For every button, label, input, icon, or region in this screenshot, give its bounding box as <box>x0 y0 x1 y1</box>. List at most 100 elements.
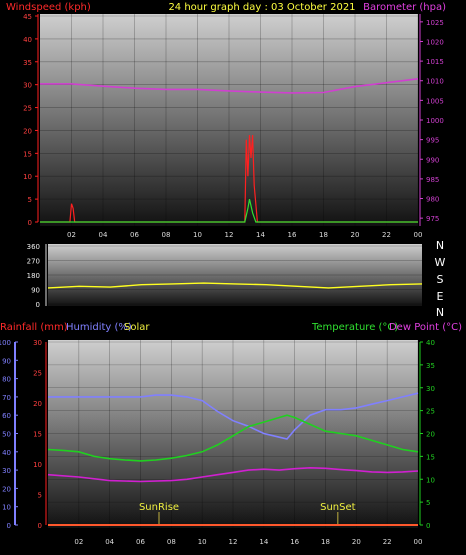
humidity-tick-label: 70 <box>2 394 11 402</box>
humidity-axis: 0 10 20 30 40 50 60 70 80 90 100 <box>0 339 18 530</box>
x-tick-label: 14 <box>256 231 265 239</box>
x-tick-label: 04 <box>105 538 114 546</box>
bottom-series <box>47 392 419 526</box>
humidity-tick-label: 0 <box>7 522 11 530</box>
x-tick-label: 12 <box>225 231 234 239</box>
x-tick-label: 08 <box>162 231 171 239</box>
top-right-axis: 975 980 985 990 995 1000 1005 1010 1015 1020 1025 <box>419 14 444 226</box>
temperature-tick-label: 40 <box>426 339 435 347</box>
humidity-tick-label: 30 <box>2 467 11 475</box>
barometer-tick-label: 990 <box>426 156 439 164</box>
humidity-tick-label: 10 <box>2 504 11 512</box>
top-panel <box>40 14 418 226</box>
x-tick-label: 00 <box>414 231 423 239</box>
barometer-line <box>40 78 419 94</box>
x-tick-label: 08 <box>167 538 176 546</box>
rainfall-tick-label: 10 <box>33 461 42 469</box>
humidity-axis-title: Humidity (%) <box>66 322 132 333</box>
humidity-tick-label: 90 <box>2 357 11 365</box>
top-x-axis: 02 04 06 08 10 12 14 16 18 20 22 00 <box>67 231 422 239</box>
humidity-tick-label: 50 <box>2 431 11 439</box>
x-tick-label: 10 <box>193 231 202 239</box>
rainfall-tick-label: 30 <box>33 339 42 347</box>
humidity-line <box>48 392 419 440</box>
rainfall-tick-label: 15 <box>33 431 42 439</box>
x-tick-label: 18 <box>319 231 328 239</box>
windspeed-tick-label: 35 <box>23 59 32 67</box>
temperature-tick-label: 30 <box>426 385 435 393</box>
direction-tick-label: 0 <box>36 301 40 309</box>
x-tick-label: 00 <box>414 538 423 546</box>
direction-grid <box>48 245 422 305</box>
x-tick-label: 02 <box>67 231 76 239</box>
dewpoint-line <box>47 466 419 483</box>
windspeed-tick-label: 5 <box>28 196 32 204</box>
temperature-tick-label: 20 <box>426 431 435 439</box>
direction-tick-label: 90 <box>31 287 40 295</box>
sunset-label: SunSet <box>320 502 356 513</box>
top-left-axis: 0 5 10 15 20 25 30 35 40 45 <box>23 13 39 227</box>
humidity-tick-label: 20 <box>2 485 11 493</box>
x-tick-label: 12 <box>229 538 238 546</box>
x-tick-label: 14 <box>259 538 268 546</box>
direction-series <box>47 282 423 289</box>
windspeed-tick-label: 30 <box>23 82 32 90</box>
humidity-tick-label: 80 <box>2 376 11 384</box>
direction-tick-label: 180 <box>27 272 40 280</box>
humidity-tick-label: 40 <box>2 449 11 457</box>
x-tick-label: 16 <box>288 231 297 239</box>
x-tick-label: 10 <box>198 538 207 546</box>
windspeed-tick-label: 25 <box>23 105 32 113</box>
direction-axis: 0 90 180 270 360 <box>27 243 47 309</box>
windspeed-tick-label: 15 <box>23 150 32 158</box>
barometer-tick-label: 1015 <box>426 58 444 66</box>
temperature-axis: 0 5 10 15 20 25 30 35 40 <box>419 339 435 530</box>
temperature-tick-label: 15 <box>426 453 435 461</box>
chart-title: 24 hour graph day : 03 October 2021 <box>168 2 355 13</box>
x-tick-label: 22 <box>382 231 391 239</box>
compass-w: W <box>435 256 446 269</box>
x-tick-label: 06 <box>130 231 139 239</box>
wind-direction-line <box>47 282 423 289</box>
solar-axis-title: Solar <box>124 322 150 333</box>
temperature-tick-label: 5 <box>426 499 430 507</box>
windspeed-axis-title: Windspeed (kph) <box>6 2 91 13</box>
bottom-panel <box>48 340 418 528</box>
rainfall-axis-title: Rainfall (mm) <box>0 322 68 333</box>
temperature-line <box>47 414 419 462</box>
rainfall-tick-label: 0 <box>38 522 42 530</box>
rainfall-tick-label: 25 <box>33 370 42 378</box>
top-grid <box>40 14 419 226</box>
barometer-tick-label: 980 <box>426 196 439 204</box>
windspeed-tick-label: 20 <box>23 127 32 135</box>
barometer-tick-label: 975 <box>426 215 439 223</box>
compass-n-top: N <box>436 239 444 252</box>
x-tick-label: 20 <box>352 538 361 546</box>
compass-labels: N W S E N <box>435 239 446 319</box>
humidity-tick-label: 100 <box>0 339 11 347</box>
barometer-axis-title: Barometer (hpa) <box>363 2 446 13</box>
dewpoint-axis-title: Dew Point (°C) <box>389 322 462 333</box>
barometer-tick-label: 985 <box>426 176 439 184</box>
temperature-tick-label: 0 <box>426 522 430 530</box>
top-series <box>40 78 419 223</box>
direction-tick-label: 360 <box>27 243 40 251</box>
gust-line <box>40 198 418 223</box>
compass-s: S <box>437 273 444 286</box>
windspeed-tick-label: 0 <box>28 219 32 227</box>
x-tick-label: 06 <box>136 538 145 546</box>
humidity-tick-label: 60 <box>2 412 11 420</box>
temperature-tick-label: 35 <box>426 362 435 370</box>
barometer-tick-label: 1000 <box>426 117 444 125</box>
windspeed-tick-label: 40 <box>23 36 32 44</box>
direction-panel <box>48 244 422 306</box>
windspeed-line <box>40 134 418 223</box>
barometer-tick-label: 1010 <box>426 78 444 86</box>
compass-e: E <box>437 290 444 303</box>
rainfall-tick-label: 5 <box>38 492 42 500</box>
x-tick-label: 20 <box>351 231 360 239</box>
rainfall-axis: 0 5 10 15 20 25 30 <box>33 339 47 530</box>
barometer-tick-label: 1025 <box>426 19 444 27</box>
windspeed-tick-label: 10 <box>23 173 32 181</box>
